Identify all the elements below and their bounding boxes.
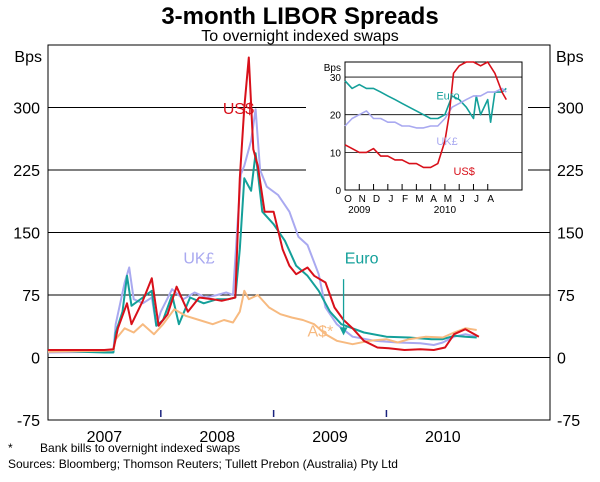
y-tick-label-left: 0 [31, 351, 40, 368]
inset-background [306, 56, 528, 216]
y-tick-label-right: -75 [557, 413, 580, 430]
inset-month-label: N [359, 194, 366, 205]
y-tick-label-left: -75 [17, 413, 40, 430]
inset-series-labels: Euro UK£ US$ [436, 91, 475, 178]
inset-month-label: D [373, 194, 380, 205]
y-axis-unit-left: Bps [14, 49, 42, 66]
inset-y-axis-unit: Bps [324, 63, 341, 74]
inset-month-label: F [402, 194, 408, 205]
x-year-label: 2009 [312, 429, 348, 446]
inset-month-label: J [474, 194, 479, 205]
main-tick-labels: -75 -75 0 0 75 75 150 150 225 225 300 300 2007 2008 20… [13, 101, 584, 447]
inset-month-label: A [487, 194, 494, 205]
inset-month-label: A [430, 194, 437, 205]
chart-title: 3-month LIBOR Spreads [161, 3, 438, 30]
main-series-labels: US$ UK£ Euro A$* [183, 101, 379, 341]
inset-month-label: O [344, 194, 352, 205]
footnote-marker: * [8, 441, 13, 455]
x-year-label: 2007 [87, 429, 123, 446]
sources-text: Sources: Bloomberg; Thomson Reuters; Tul… [8, 457, 398, 471]
inset-series [344, 61, 507, 169]
inset-y-tick-label: 0 [335, 186, 341, 197]
inset-year-label: 2009 [348, 205, 371, 216]
y-tick-label-right: 225 [557, 163, 584, 180]
series-label-us: US$ [223, 101, 254, 118]
x-year-label: 2010 [425, 429, 461, 446]
y-axis-unit-right: Bps [556, 49, 584, 66]
inset-series-line-uk [344, 87, 507, 129]
series-label-uk: UK£ [183, 250, 214, 267]
series-line-uk [47, 108, 477, 354]
inset-month-label: J [388, 194, 393, 205]
inset-month-label: M [415, 194, 423, 205]
inset-y-tick-label: 10 [330, 148, 342, 159]
inset-series-label-uk: UK£ [436, 136, 457, 148]
y-tick-label-right: 150 [557, 226, 584, 243]
x-year-label: 2008 [199, 429, 235, 446]
series-line-us [48, 56, 480, 351]
series-label-aud: A$* [307, 324, 333, 341]
inset-y-tick-label: 30 [330, 73, 342, 84]
y-tick-label-right: 0 [557, 351, 566, 368]
inset-series-label-us: US$ [453, 166, 474, 178]
footnote: * Bank bills to overnight indexed swaps [8, 441, 240, 456]
y-tick-label-right: 300 [557, 101, 584, 118]
inset-month-label: M [444, 194, 452, 205]
series-line-euro [47, 152, 477, 354]
inset-series-line-us [344, 61, 507, 169]
y-tick-label-right: 75 [557, 288, 575, 305]
inset-month-label: J [460, 194, 465, 205]
inset-series-label-euro: Euro [436, 91, 459, 103]
inset-y-tick-label: 20 [330, 111, 342, 122]
y-tick-label-left: 150 [13, 226, 40, 243]
inset-year-label: 2010 [434, 205, 457, 216]
euro-arrow-head [339, 327, 348, 336]
sources-note: Sources: Bloomberg; Thomson Reuters; Tul… [8, 457, 398, 472]
series-line-aud [47, 289, 477, 353]
chart-subtitle: To overnight indexed swaps [201, 28, 398, 45]
main-series [47, 56, 480, 354]
series-label-euro: Euro [345, 250, 379, 267]
y-tick-label-left: 75 [22, 288, 40, 305]
inset-grid [344, 76, 522, 190]
inset-series-line-euro [344, 80, 507, 123]
y-tick-label-left: 300 [13, 101, 40, 118]
y-tick-label-left: 225 [13, 163, 40, 180]
footnote-text: Bank bills to overnight indexed swaps [40, 441, 241, 455]
